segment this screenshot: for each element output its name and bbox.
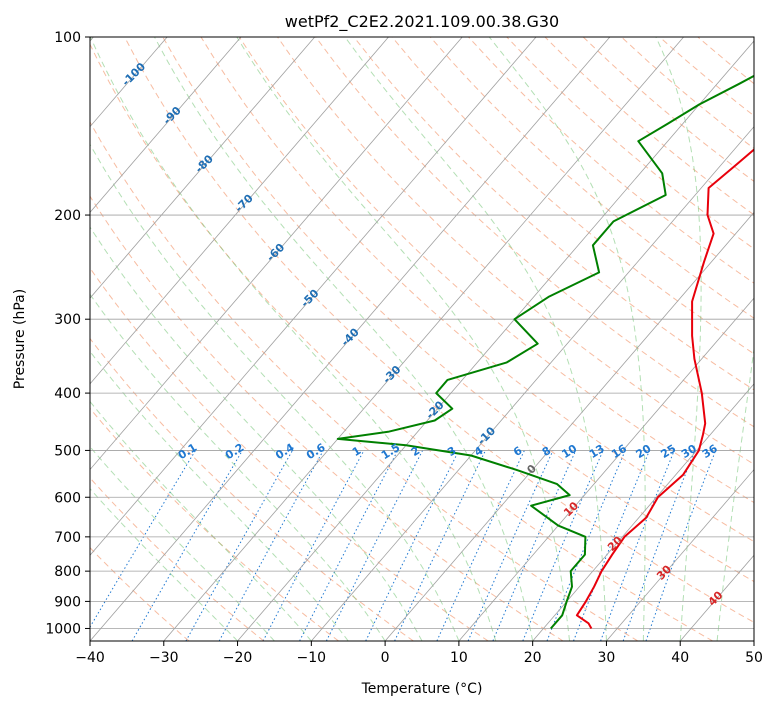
- dry-adiabats: [90, 37, 754, 641]
- moist-adiabat-line: [90, 446, 275, 641]
- pressure-gridlines: [90, 37, 754, 629]
- moist-adiabat-line: [236, 37, 571, 641]
- isotherm-line: [532, 383, 754, 641]
- isotherm-line: [237, 40, 754, 641]
- dry-adiabat-line: [90, 546, 190, 641]
- isotherm-line: [384, 211, 754, 641]
- mixing-ratio-line: [262, 450, 365, 641]
- mixing-ratio-line: [645, 450, 717, 641]
- dewpoint-profile-line: [336, 74, 754, 630]
- moist-adiabat-line: [90, 226, 423, 641]
- dry-adiabat-line: [162, 37, 754, 583]
- x-tick-label: −20: [223, 650, 253, 666]
- isotherm-line: [90, 37, 611, 641]
- moist-adiabat-line: [655, 37, 702, 641]
- plot-area: 0.1 0.2 0.4 0.6 1 1.5 2 3 4 6 8 10 13 16 20 25 30 36-100-…: [90, 37, 754, 641]
- isotherm-line: [90, 37, 242, 214]
- moist-adiabat-line: [488, 37, 646, 641]
- y-axis-title: Pressure (hPa): [12, 289, 28, 389]
- x-tick-label: −30: [149, 650, 179, 666]
- dry-adiabat-line: [90, 477, 265, 641]
- moist-adiabat-line: [90, 143, 460, 641]
- y-tick-label: 800: [54, 564, 81, 580]
- dry-adiabat-line: [124, 37, 754, 623]
- y-tick-label: 700: [54, 530, 81, 546]
- moist-adiabat-line: [154, 37, 534, 641]
- dry-adiabat-line: [238, 37, 754, 504]
- y-axis: 100 200 300 400 500 600 700 800 900 1000: [45, 30, 90, 637]
- dry-adiabat-line: [90, 121, 639, 641]
- isotherm-line: [90, 37, 537, 556]
- isotherm-line: [90, 37, 463, 471]
- isotherm-line: [163, 37, 684, 641]
- x-tick-label: 40: [671, 650, 689, 666]
- y-tick-label: 600: [54, 490, 81, 506]
- moist-adiabats: [90, 37, 754, 641]
- dry-adiabat-line: [353, 37, 754, 391]
- isotherm-line: [90, 37, 389, 385]
- mixing-ratio-line: [325, 450, 424, 641]
- x-tick-label: 20: [524, 650, 542, 666]
- mixing-ratio-line: [522, 450, 604, 641]
- moist-adiabat-line: [90, 293, 386, 641]
- dry-adiabat-line: [200, 37, 754, 543]
- dry-adiabat-line: [90, 267, 489, 641]
- y-tick-label: 300: [54, 312, 81, 328]
- mixing-ratio-line: [622, 450, 696, 641]
- x-tick-label: −10: [297, 650, 327, 666]
- chart-title: wetPf2_C2E2.2021.109.00.38.G30: [285, 12, 559, 32]
- dry-adiabat-line: [277, 37, 754, 465]
- mixing-ratio-lines: [90, 450, 717, 641]
- mixing-ratio-line: [467, 450, 554, 641]
- dry-adiabat-line: [315, 37, 754, 428]
- y-tick-label: 1000: [45, 621, 81, 637]
- isotherm-line: [90, 37, 316, 299]
- y-tick-label: 400: [54, 386, 81, 402]
- plot-frame: [89, 36, 755, 642]
- isotherms: [90, 37, 754, 641]
- x-tick-label: 50: [745, 650, 763, 666]
- mixing-ratio-line: [573, 450, 651, 641]
- x-tick-label: 10: [450, 650, 468, 666]
- x-tick-label: 0: [381, 650, 390, 666]
- y-tick-label: 900: [54, 594, 81, 610]
- y-tick-label: 500: [54, 443, 81, 459]
- mixing-ratio-line: [185, 450, 293, 641]
- moist-adiabat-line: [716, 345, 754, 641]
- moist-adiabat-line: [90, 350, 349, 641]
- dry-adiabat-line: [90, 195, 564, 641]
- mixing-ratio-line: [218, 450, 324, 641]
- dry-adiabat-line: [391, 37, 754, 355]
- isotherm-line: [606, 468, 754, 641]
- temperature-profile-line: [575, 148, 754, 629]
- x-tick-label: 30: [598, 650, 616, 666]
- dry-adiabat-line: [90, 43, 713, 641]
- moist-adiabat-line: [344, 37, 607, 641]
- x-axis: −40 −30 −20 −10 0 10 20 30 40 50: [75, 641, 763, 666]
- x-tick-label: −40: [75, 650, 105, 666]
- sounding-series: [336, 74, 754, 630]
- y-tick-label: 200: [54, 208, 81, 224]
- mixing-ratio-line: [600, 450, 675, 641]
- isotherm-line: [311, 126, 754, 641]
- moist-adiabat-line: [90, 37, 497, 641]
- isotherm-line: [458, 297, 754, 641]
- moist-adiabat-line: [90, 400, 312, 641]
- x-axis-title: Temperature (°C): [361, 681, 483, 697]
- y-tick-label: 100: [54, 30, 81, 46]
